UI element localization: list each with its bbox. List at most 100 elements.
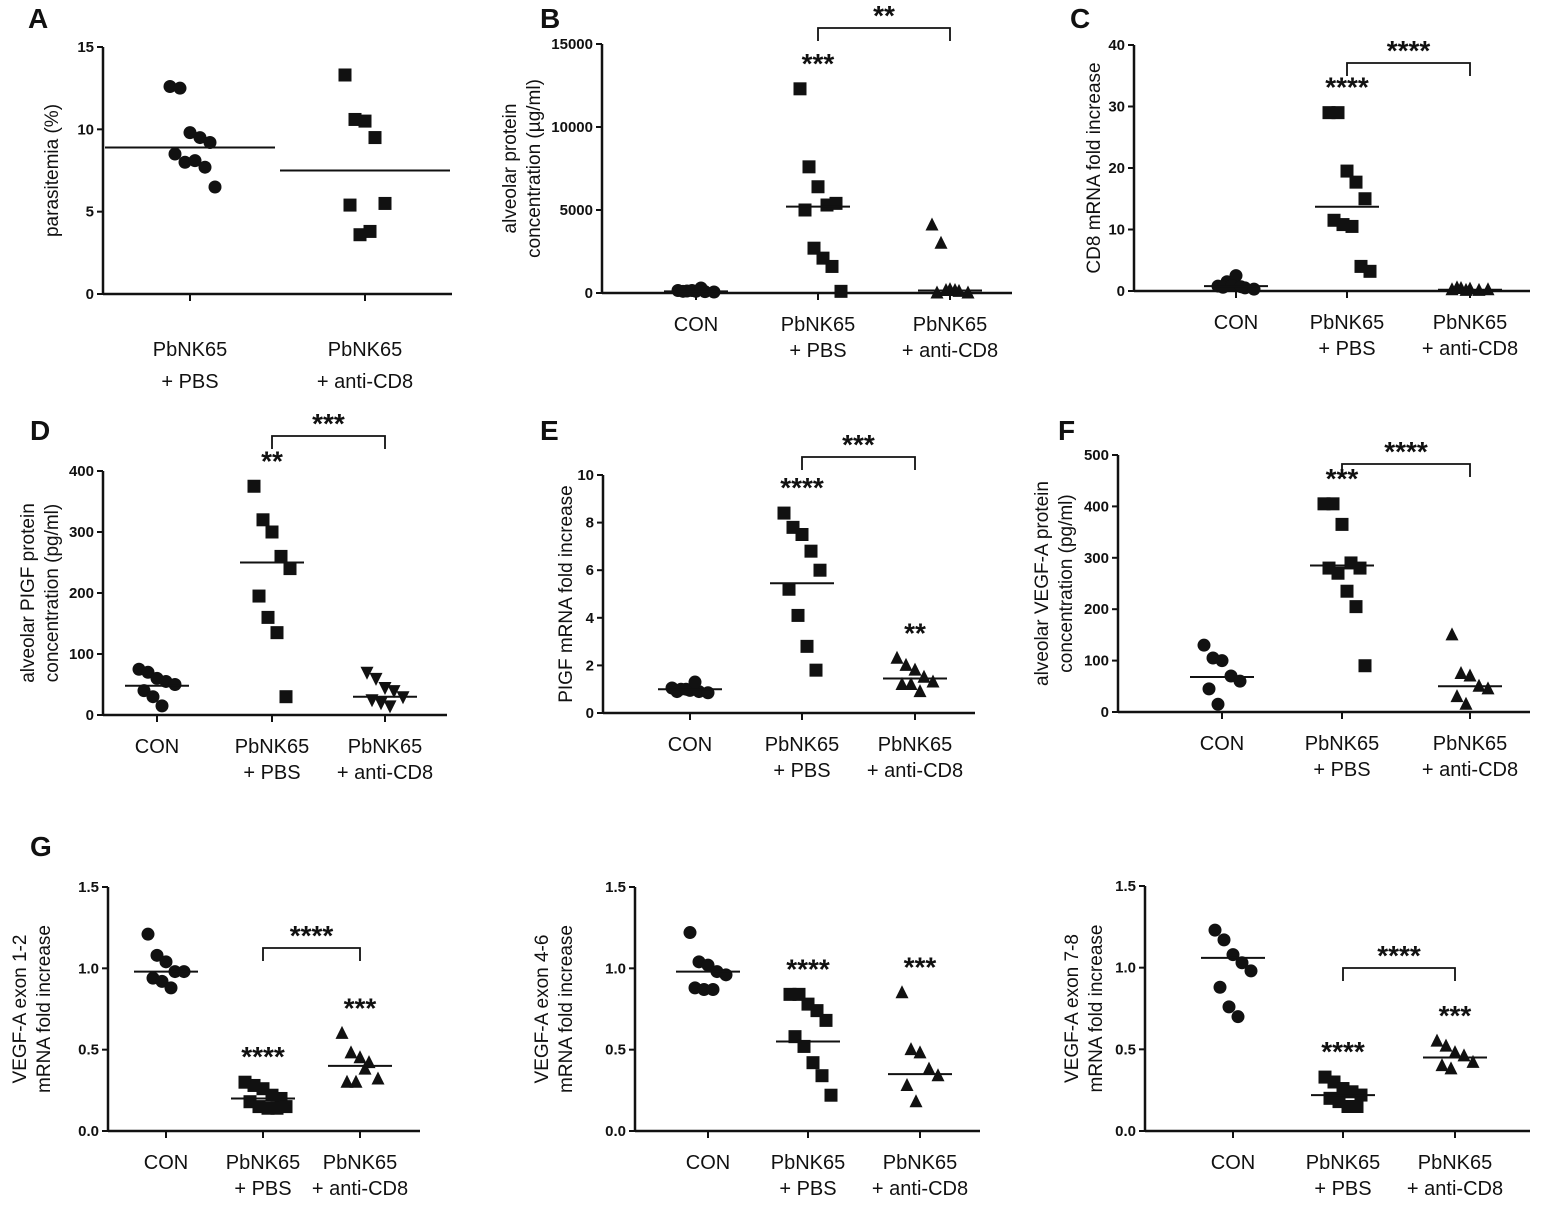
data-point — [1215, 654, 1229, 668]
panel-letter: B — [540, 3, 560, 34]
data-point — [279, 690, 293, 704]
y-axis-label: VEGF-A exon 4-6 mRNA fold increase — [532, 925, 577, 1093]
data-point — [1326, 497, 1340, 511]
x-tick-label: PbNK65 — [235, 736, 310, 758]
data-point — [141, 927, 155, 941]
data-point — [1217, 933, 1231, 947]
data-point — [1335, 517, 1349, 531]
x-tick-label: + anti-CD8 — [1422, 338, 1518, 360]
data-point — [1454, 665, 1468, 679]
significance-stars: *** — [344, 992, 377, 1023]
data-point — [383, 700, 397, 714]
data-point — [203, 136, 217, 150]
data-point — [1349, 175, 1363, 189]
data-point — [378, 196, 392, 210]
y-axis-label-line: alveolar protein — [500, 104, 521, 234]
group-1: **** — [1315, 72, 1379, 278]
data-point — [788, 1030, 802, 1044]
x-tick-label: CON — [1214, 312, 1258, 334]
significance-stars: **** — [780, 472, 824, 503]
panel-letter: G — [30, 831, 52, 862]
data-point — [1211, 697, 1225, 711]
data-point — [797, 1039, 811, 1053]
data-point — [895, 676, 909, 690]
x-tick-label: + anti-CD8 — [1407, 1178, 1503, 1200]
group-0 — [664, 281, 728, 299]
y-tick-label: 0 — [86, 707, 94, 724]
group-1 — [280, 68, 450, 242]
group-2 — [918, 217, 982, 299]
panel-g3: 0.0 0.5 1.0 1.5 VEGF-A exon 7-8 mRNA fold inc… — [1062, 878, 1530, 1200]
data-point — [349, 1074, 363, 1088]
x-tick-label: + PBS — [1318, 338, 1375, 360]
group-0 — [125, 662, 189, 713]
x-tick-label: PbNK65 — [1310, 312, 1385, 334]
x-tick-label: CON — [1211, 1152, 1255, 1174]
y-tick-label: 10 — [1108, 222, 1125, 239]
significance-stars: *** — [802, 48, 835, 79]
data-point — [363, 224, 377, 238]
group-0 — [1201, 923, 1265, 1024]
y-axis-label-line: mRNA fold increase — [1086, 925, 1107, 1093]
group-0 — [105, 80, 275, 194]
data-point — [1353, 561, 1367, 575]
y-tick-label: 0.0 — [1115, 1123, 1136, 1140]
panel-b: B 0 5000 10000 15000 alveolar protein concentr… — [500, 0, 1012, 362]
x-tick-label: + anti-CD8 — [337, 762, 433, 784]
data-point — [1463, 668, 1477, 682]
panel-a: A 0 5 10 15 parasitemia (%) PbNK65 + PBS PbNK65 +… — [28, 3, 452, 393]
data-point — [1244, 964, 1258, 978]
significance-stars: *** — [1439, 1000, 1472, 1031]
x-tick-label: CON — [135, 736, 179, 758]
comparison-bracket — [1346, 62, 1471, 76]
y-tick-label: 0 — [1101, 704, 1109, 721]
x-tick-label: PbNK65 — [781, 314, 856, 336]
y-axis-label-line: parasitemia (%) — [42, 104, 63, 237]
y-tick-label: 1.0 — [605, 960, 626, 977]
comparison-bracket — [271, 435, 386, 449]
x-tick-label: + anti-CD8 — [312, 1178, 408, 1200]
y-tick-label: 0.5 — [605, 1042, 626, 1059]
data-point — [802, 160, 816, 174]
x-tick-label: PbNK65 — [323, 1152, 398, 1174]
comparison-bracket — [817, 27, 951, 41]
data-point — [777, 506, 791, 520]
data-point — [1247, 282, 1261, 296]
data-point — [800, 639, 814, 653]
y-tick-label: 0 — [585, 285, 593, 302]
data-point — [1459, 696, 1473, 710]
data-point — [358, 1061, 372, 1075]
y-tick-label: 500 — [1084, 447, 1109, 464]
data-point — [274, 549, 288, 563]
data-point — [256, 513, 270, 527]
data-point — [819, 1013, 833, 1027]
x-tick-label: PbNK65 — [883, 1152, 958, 1174]
panel-d: D 0 100 200 300 400 alveolar PIGF protein conce… — [18, 408, 447, 784]
y-tick-label: 200 — [1084, 601, 1109, 618]
data-point — [913, 684, 927, 698]
data-point — [1235, 956, 1249, 970]
data-point — [1439, 1038, 1453, 1052]
significance-stars: ** — [904, 617, 926, 648]
x-tick-label: PbNK65 — [1305, 733, 1380, 755]
data-point — [1229, 269, 1243, 283]
data-point — [208, 180, 222, 194]
comparison-bracket — [1341, 463, 1471, 477]
data-point — [706, 982, 720, 996]
y-axis-label: alveolar VEGF-A protein concentration (pg… — [1032, 481, 1077, 686]
y-tick-label: 1.0 — [78, 960, 99, 977]
data-point — [198, 160, 212, 174]
data-point — [1481, 681, 1495, 695]
data-point — [164, 981, 178, 995]
y-axis-label: alveolar PIGF protein concentration (pg/m… — [18, 503, 63, 683]
y-tick-label: 0.0 — [78, 1123, 99, 1140]
panel-f: F 0 100 200 300 400 500 alveolar VEGF-A protein… — [1032, 415, 1530, 781]
bracket-stars: ** — [873, 0, 895, 31]
y-tick-label: 2 — [586, 657, 594, 674]
data-point — [265, 525, 279, 539]
significance-stars: **** — [1325, 72, 1369, 103]
data-point — [261, 610, 275, 624]
data-point — [1358, 659, 1372, 673]
